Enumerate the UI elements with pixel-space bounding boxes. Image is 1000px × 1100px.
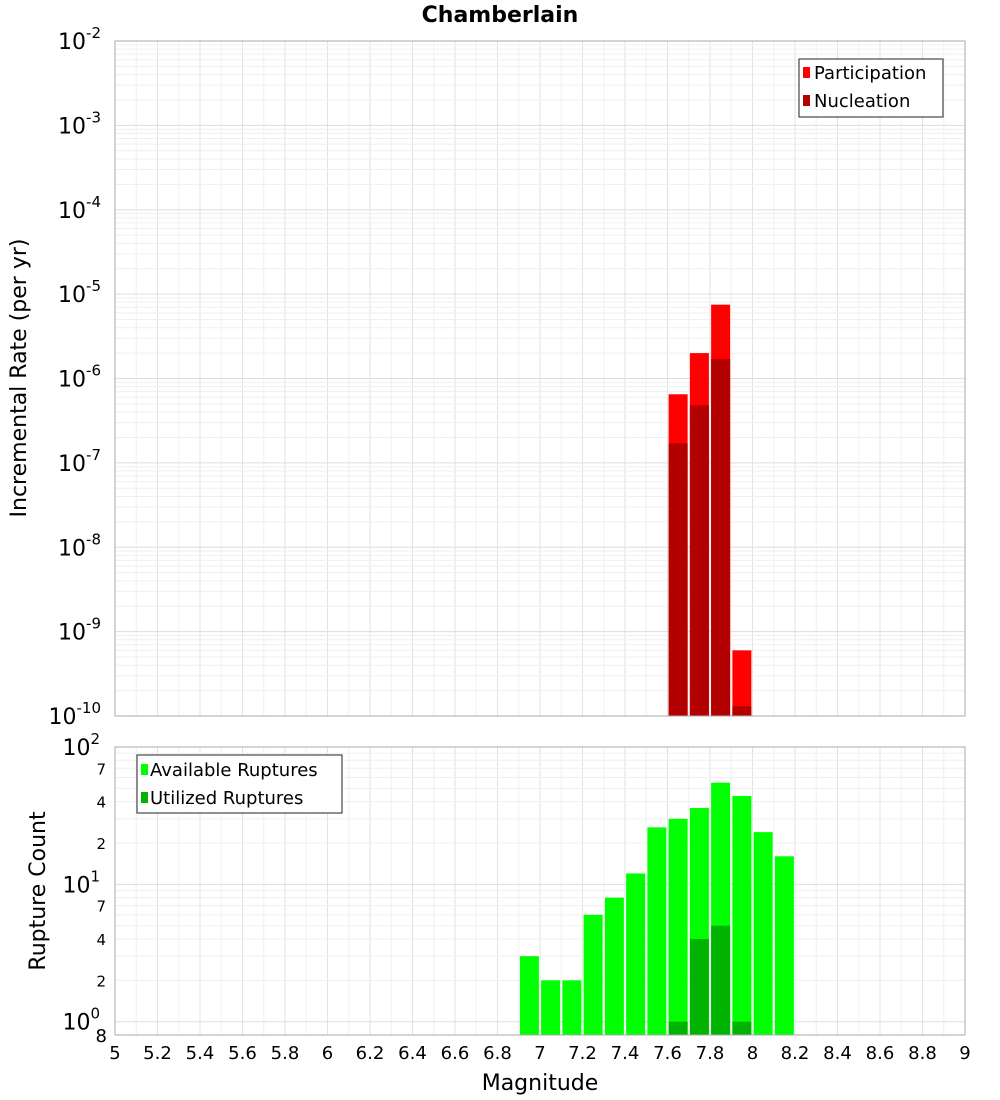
count-y-minor-tick-label: 4 [96, 931, 106, 949]
utilized-ruptures-bar [732, 1021, 752, 1035]
count-legend: Available Ruptures Utilized Ruptures [136, 754, 343, 814]
count-y-minor-tick-label: 7 [96, 898, 106, 916]
utilized-ruptures-bar [689, 939, 709, 1035]
count-y-minor-tick-label: 2 [96, 972, 106, 990]
rate-y-tick: 10-2 [58, 24, 101, 55]
rate-y-ticks: 10-10 10-9 10-8 10-7 10-6 10-5 10-4 10-3 10-2 [49, 24, 102, 730]
count-y-major-tick-label: 100 [62, 1005, 100, 1036]
nucleation-legend-label: Nucleation [814, 91, 910, 112]
magnitude-x-tick-label: 6.4 [398, 1043, 427, 1064]
magnitude-x-tick-label: 5.4 [186, 1043, 215, 1064]
magnitude-x-tick-label: 5.2 [143, 1043, 172, 1064]
available-ruptures-bar [519, 956, 539, 1035]
magnitude-x-tick-label: 6.2 [356, 1043, 385, 1064]
rate-gridlines [114, 41, 966, 717]
magnitude-x-tick-label: 7.8 [696, 1043, 725, 1064]
magnitude-x-tick-label: 9 [959, 1043, 970, 1064]
available-legend-label: Available Ruptures [150, 760, 318, 781]
available-ruptures-bar [753, 832, 773, 1035]
chart-title: Chamberlain [422, 3, 579, 28]
count-y-minor-tick-label: 2 [96, 835, 106, 853]
rate-y-tick: 10-6 [58, 362, 101, 393]
nucleation-bar [732, 706, 752, 716]
count-y-minor-tick-label: 4 [96, 794, 106, 812]
magnitude-x-tick-label: 7.6 [653, 1043, 682, 1064]
rate-y-tick-label: 10-6 [58, 362, 101, 393]
rate-y-tick: 10-9 [58, 615, 101, 646]
utilized-legend-label: Utilized Ruptures [150, 788, 303, 809]
rate-y-tick: 10-3 [58, 108, 101, 139]
rate-y-tick: 10-7 [58, 446, 101, 477]
rate-panel: 10-10 10-9 10-8 10-7 10-6 10-5 10-4 10-3 10-2 In… [7, 24, 966, 730]
count-plot-border [114, 746, 966, 1036]
available-ruptures-bar [583, 914, 603, 1035]
rate-legend-box [798, 58, 944, 118]
magnitude-x-axis-label: Magnitude [482, 1071, 599, 1096]
participation-legend-label: Participation [814, 63, 926, 84]
available-ruptures-bar [732, 795, 752, 1035]
available-legend-swatch [141, 764, 148, 775]
rate-y-tick-label: 10-7 [58, 446, 101, 477]
magnitude-x-tick-label: 5.6 [228, 1043, 257, 1064]
utilized-ruptures-bar [711, 925, 731, 1035]
magnitude-x-tick-label: 5.8 [271, 1043, 300, 1064]
available-ruptures-bar [562, 980, 582, 1035]
magnitude-x-tick-label: 8.8 [908, 1043, 937, 1064]
count-y-axis-label: Rupture Count [26, 811, 51, 971]
rate-y-axis-label: Incremental Rate (per yr) [7, 239, 32, 518]
rate-y-tick-label: 10-9 [58, 615, 101, 646]
magnitude-x-tick-label: 6.6 [441, 1043, 470, 1064]
rate-y-tick: 10-5 [58, 277, 101, 308]
available-ruptures-bar [626, 873, 646, 1035]
available-ruptures-bar [604, 897, 624, 1035]
magnitude-x-tick-label: 8.6 [866, 1043, 895, 1064]
rate-y-tick-label: 10-3 [58, 108, 101, 139]
magnitude-x-tick-label: 7.2 [568, 1043, 597, 1064]
magnitude-x-tick-label: 5 [109, 1043, 120, 1064]
participation-legend-swatch [803, 67, 810, 78]
magnitude-x-tick-label: 8.2 [781, 1043, 810, 1064]
rate-y-tick: 10-10 [49, 699, 102, 730]
nucleation-bar [689, 405, 709, 716]
magnitude-x-tick-label: 7 [534, 1043, 545, 1064]
count-y-minor-tick-label: 7 [96, 760, 106, 778]
rate-plot-border [114, 40, 966, 717]
count-legend-box [136, 754, 343, 814]
available-ruptures-bar [647, 827, 667, 1035]
utilized-ruptures-bar [668, 1021, 688, 1035]
count-panel: 100 101 102 8 2 4 7 2 4 7 5 5.2 5.4 5.6 5.8 6 6.2 6.4 6.6… [26, 730, 971, 1096]
rate-y-tick: 10-8 [58, 530, 101, 561]
available-ruptures-bar [774, 856, 794, 1035]
count-y-major-tick-label: 101 [62, 867, 100, 898]
nucleation-bar [668, 443, 688, 716]
available-ruptures-bar [541, 980, 561, 1035]
count-bars [519, 782, 794, 1035]
nucleation-bar [711, 359, 731, 716]
rate-y-tick-label: 10-2 [58, 24, 101, 55]
rate-legend: Participation Nucleation [798, 58, 944, 118]
count-y-minor-tick-label: 8 [96, 1026, 107, 1047]
rate-bars [668, 304, 752, 716]
rate-y-tick-label: 10-8 [58, 530, 101, 561]
count-y-ticks: 100 101 102 8 2 4 7 2 4 7 [62, 730, 107, 1047]
rate-y-tick: 10-4 [58, 193, 101, 224]
magnitude-x-tick-label: 6.8 [483, 1043, 512, 1064]
magnitude-x-ticks: 5 5.2 5.4 5.6 5.8 6 6.2 6.4 6.6 6.8 7 7.2 7.4 7.6 7.8 8… [109, 1043, 970, 1064]
available-ruptures-bar [668, 818, 688, 1035]
magnitude-x-tick-label: 7.4 [611, 1043, 640, 1064]
rate-y-tick-label: 10-10 [49, 699, 102, 730]
magnitude-x-tick-label: 6 [322, 1043, 333, 1064]
participation-bar [732, 650, 752, 716]
magnitude-x-tick-label: 8 [747, 1043, 758, 1064]
rate-y-tick-label: 10-4 [58, 193, 101, 224]
utilized-legend-swatch [141, 792, 148, 803]
nucleation-legend-swatch [803, 95, 810, 106]
count-y-major-tick-label: 102 [62, 730, 100, 761]
magnitude-x-tick-label: 8.4 [823, 1043, 852, 1064]
rate-y-tick-label: 10-5 [58, 277, 101, 308]
